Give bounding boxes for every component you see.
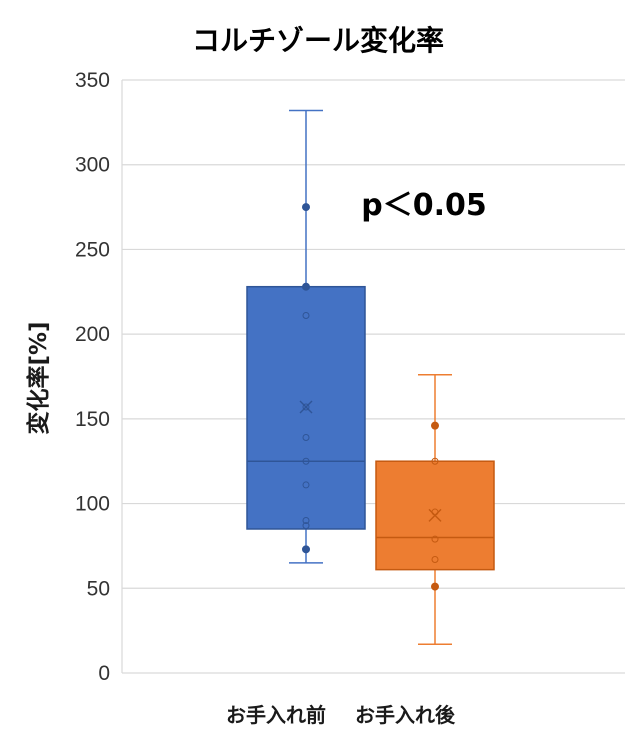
box-group: [375, 374, 495, 645]
data-point-filled: [302, 545, 310, 554]
grid-lines: [121, 79, 625, 674]
y-tick-label: 0: [98, 662, 110, 685]
p-value-annotation: p＜0.05: [361, 188, 487, 223]
data-point-filled: [302, 203, 310, 212]
y-tick-labels: 0 50 100 150 200 250 300 350: [75, 69, 110, 685]
data-point: [302, 457, 310, 465]
category-labels: お手入れ前 お手入れ後: [226, 703, 456, 727]
chart-title: コルチゾール変化率: [192, 24, 444, 57]
data-point: [431, 457, 439, 465]
y-tick-label: 350: [75, 69, 110, 92]
data-point: [302, 517, 310, 525]
data-point: [302, 522, 310, 530]
data-point: [302, 433, 310, 441]
y-tick-label: 250: [75, 238, 110, 261]
data-point: [431, 535, 439, 543]
boxes: [246, 109, 495, 645]
y-tick-label: 150: [75, 408, 110, 431]
data-point: [302, 312, 310, 320]
mean-marker: [299, 400, 313, 414]
y-axis-label: 変化率[%]: [25, 321, 52, 434]
data-point: [431, 555, 439, 563]
iqr-box: [375, 460, 495, 571]
box-group: [246, 109, 366, 564]
category-label: お手入れ後: [355, 703, 456, 727]
data-point-filled: [431, 421, 439, 430]
y-tick-label: 100: [75, 493, 110, 516]
data-point: [302, 403, 310, 411]
category-label: お手入れ前: [226, 703, 326, 727]
mean-marker: [428, 508, 442, 522]
data-point-filled: [302, 282, 310, 291]
data-point-filled: [431, 582, 439, 591]
y-tick-label: 300: [75, 154, 110, 177]
y-tick-label: 50: [87, 577, 110, 600]
data-point: [302, 481, 310, 489]
y-tick-label: 200: [75, 323, 110, 346]
